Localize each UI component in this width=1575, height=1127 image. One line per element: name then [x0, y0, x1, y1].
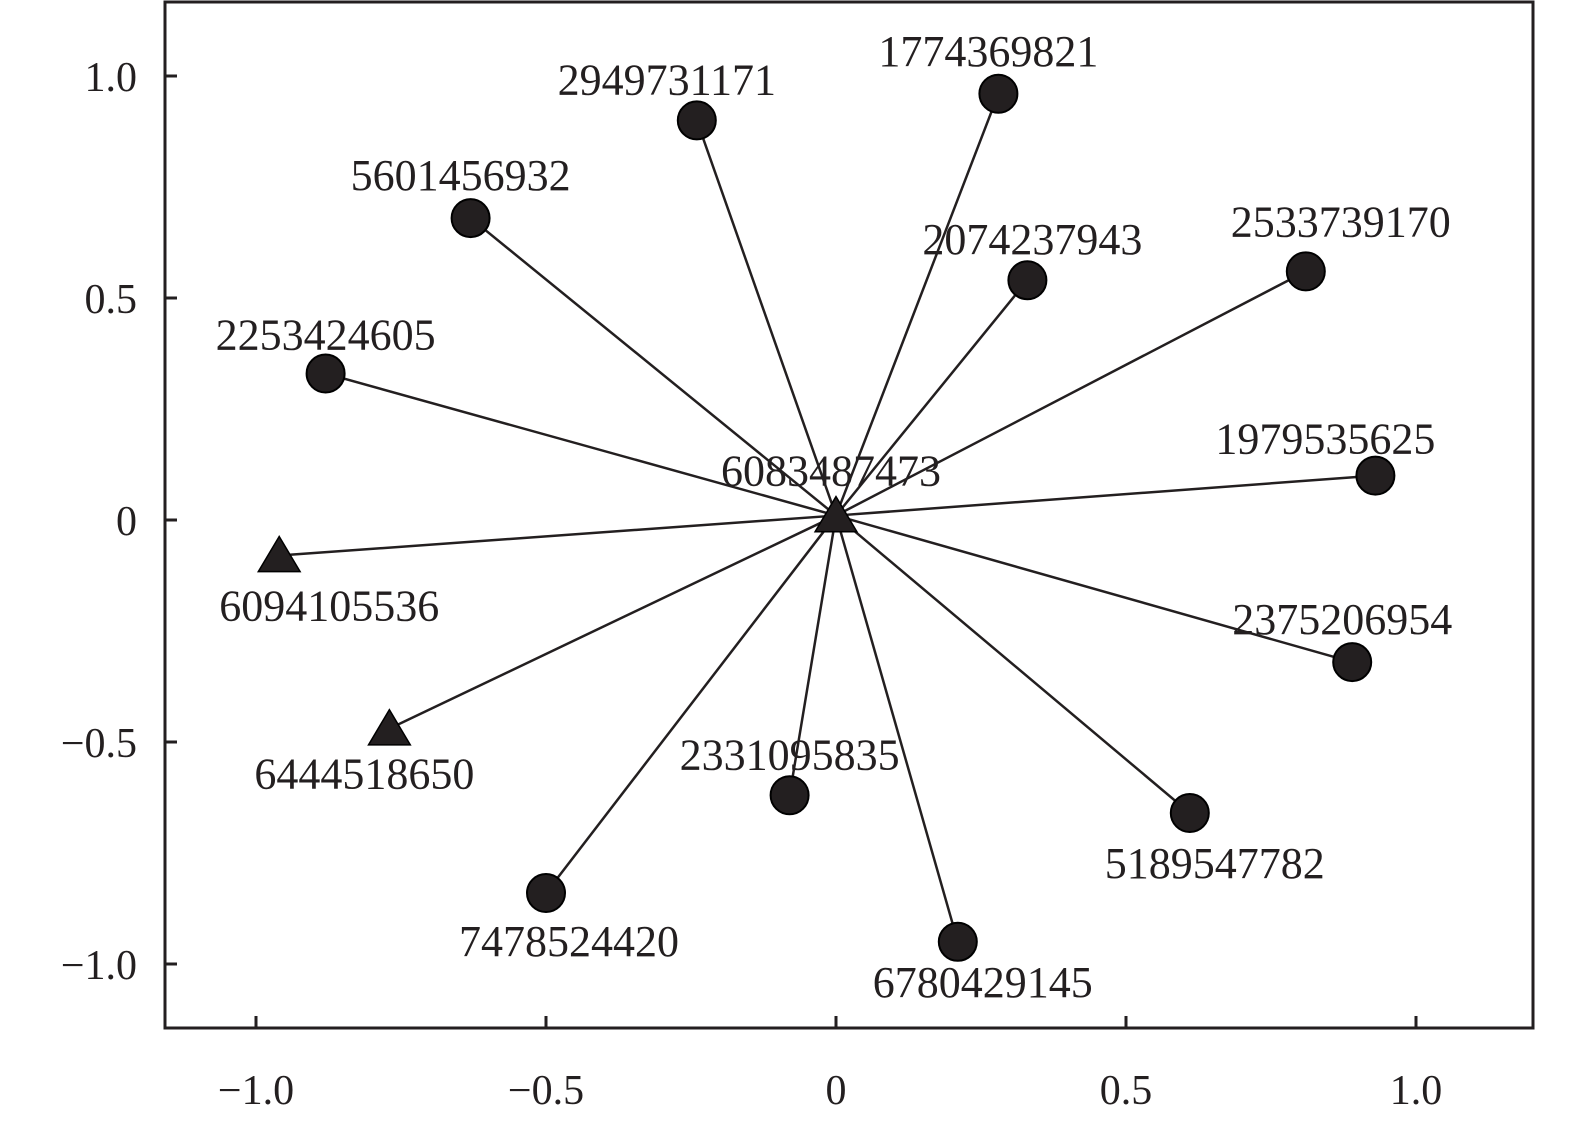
- y-tick-label: 0.5: [85, 277, 138, 323]
- node-circle: [769, 775, 810, 816]
- center-node-triangle: [813, 495, 859, 533]
- edge-line: [835, 514, 1191, 814]
- node-label: 5189547782: [1105, 839, 1325, 888]
- node-circle: [1332, 642, 1373, 683]
- node-circle: [450, 198, 491, 239]
- edge-line: [545, 514, 837, 894]
- node-circle: [305, 353, 346, 394]
- edge-line: [279, 514, 837, 557]
- edge-line: [388, 514, 837, 730]
- node-label: 7478524420: [459, 917, 679, 966]
- node-circle: [1285, 251, 1326, 292]
- edge-line: [835, 270, 1307, 517]
- edge-line: [695, 119, 838, 516]
- node-label: 2074237943: [922, 215, 1142, 264]
- node-label: 2253424605: [216, 310, 436, 359]
- node-label: 1979535625: [1215, 415, 1435, 464]
- edge-line: [325, 372, 837, 517]
- edge-line: [788, 515, 838, 796]
- node-circle: [978, 73, 1019, 114]
- y-tick-label: 1.0: [85, 55, 138, 101]
- node-label: 2533739170: [1231, 197, 1451, 246]
- node-label: 5601456932: [351, 151, 571, 200]
- y-tick-label: −0.5: [61, 721, 137, 767]
- node-label: 2375206954: [1232, 595, 1452, 644]
- x-tick-label: 0: [826, 1068, 847, 1114]
- tick-layer: 1.0 0.5 0 −0.5 −1.0 −1.0 −0.5 0 0.5 1.0: [61, 55, 1442, 1114]
- y-tick-label: 0: [116, 499, 137, 545]
- node-label: 2949731171: [558, 55, 776, 104]
- node-label: 2331095835: [680, 730, 900, 779]
- label-layer: 1774369821 2949731171 5601456932 2074237943…: [216, 27, 1453, 1007]
- edge-line: [835, 279, 1029, 517]
- node-circle: [1007, 260, 1048, 301]
- node-layer: [256, 73, 1396, 962]
- node-circle: [1169, 793, 1210, 834]
- node-circle: [1355, 455, 1396, 496]
- edge-line: [834, 515, 960, 943]
- node-triangle: [367, 708, 412, 746]
- edge-line: [835, 474, 1376, 517]
- node-label: 6444518650: [254, 750, 474, 799]
- plot-frame: [163, 0, 1535, 1030]
- x-tick-label: 0.5: [1100, 1068, 1153, 1114]
- y-tick-label: −1.0: [61, 943, 137, 989]
- edge-line: [835, 514, 1353, 664]
- node-circle: [937, 921, 978, 962]
- edge-line: [834, 93, 1000, 517]
- node-circle: [526, 872, 566, 913]
- x-tick-label: 1.0: [1390, 1068, 1443, 1114]
- plot-border: [163, 0, 1535, 1030]
- node-label: 1774369821: [878, 27, 1098, 76]
- node-circle: [676, 100, 717, 141]
- edge-layer: [279, 93, 1376, 943]
- x-tick-label: −0.5: [508, 1068, 584, 1114]
- node-label: 6094105536: [219, 582, 439, 631]
- node-triangle: [256, 535, 302, 573]
- center-node-label: 6083487473: [721, 447, 941, 496]
- edge-line: [469, 217, 837, 517]
- x-tick-label: −1.0: [218, 1068, 294, 1114]
- node-label: 6780429145: [873, 958, 1093, 1007]
